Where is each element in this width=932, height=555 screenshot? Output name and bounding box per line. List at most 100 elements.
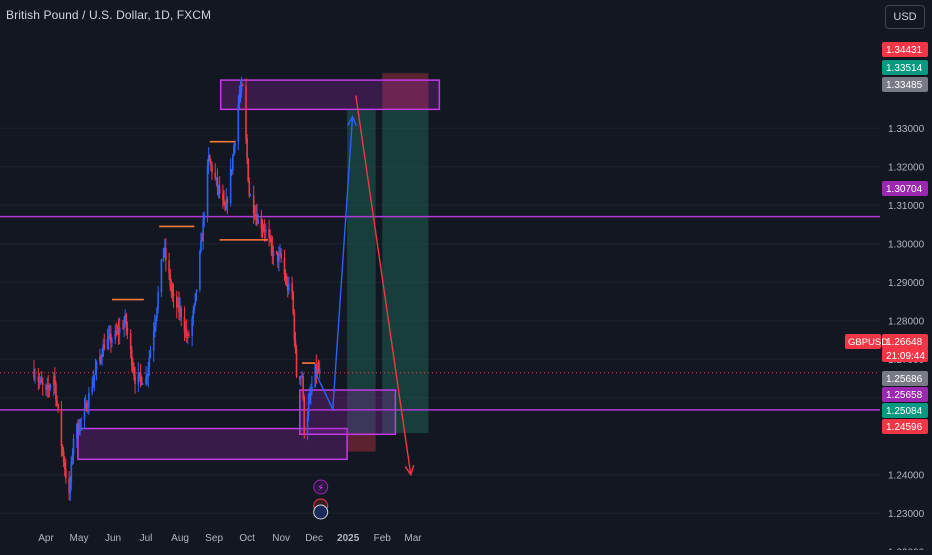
candle-body (180, 308, 182, 317)
candle-body (87, 407, 89, 412)
price-tag-label: 1.24596 (886, 422, 923, 433)
candle-body (210, 161, 212, 165)
candle-body (172, 293, 175, 297)
candle-body (134, 375, 136, 385)
candle-body (307, 402, 310, 416)
price-tag (882, 403, 928, 418)
candle-body (148, 357, 151, 368)
us-flag-icon[interactable] (313, 504, 329, 520)
candle-body (108, 333, 111, 336)
candle-body (237, 104, 240, 142)
candle-body (188, 334, 190, 336)
candle-body (268, 229, 270, 238)
candle-body (69, 482, 72, 493)
price-tag-label: 1.25686 (886, 374, 923, 385)
candle-body (39, 379, 42, 381)
time-tick-label: Mar (404, 533, 422, 544)
candle-body (91, 386, 93, 393)
candle-body (256, 215, 258, 224)
candle-body (157, 292, 159, 309)
price-tag (882, 419, 928, 434)
symbol-title[interactable]: British Pound / U.S. Dollar, 1D, FXCM (6, 8, 212, 22)
candle-body (171, 289, 174, 294)
candle-body (294, 339, 297, 350)
candle-body (195, 289, 198, 294)
candle-body (179, 308, 181, 312)
candle-body (156, 308, 158, 319)
candle-body (201, 240, 203, 242)
supply-demand-zone[interactable] (219, 79, 441, 111)
candle-body (194, 293, 197, 305)
candle-body (163, 247, 166, 249)
candle-body (216, 177, 219, 188)
candle-body (234, 141, 236, 147)
candle-body (317, 368, 320, 372)
candle-body (253, 213, 256, 217)
time-tick-label: Oct (239, 533, 255, 544)
candle-body (40, 379, 43, 383)
candle-body (315, 364, 318, 374)
bullish-projection-arrow[interactable] (315, 116, 354, 412)
candle-body (139, 372, 142, 378)
candle-body (41, 382, 44, 386)
candle-body (130, 349, 133, 366)
candle-body (310, 392, 312, 395)
candle-body (80, 418, 83, 421)
candle-body (278, 253, 280, 262)
price-tag (882, 60, 928, 75)
candle-body (147, 367, 150, 377)
candle-body (138, 372, 141, 374)
candle-body (178, 301, 180, 312)
candle-body (185, 329, 188, 337)
candle-body (222, 193, 224, 201)
lightning-glyph: ⚡ (317, 483, 324, 494)
candle-body (56, 400, 58, 405)
candle-body (214, 172, 217, 178)
price-tag (882, 371, 928, 386)
stop-zone[interactable] (382, 73, 429, 110)
candle-body (95, 362, 98, 370)
candle-body (85, 403, 88, 412)
candle-body (233, 146, 235, 156)
candle-body (279, 253, 281, 255)
target-zone[interactable] (382, 109, 429, 434)
candle-body (84, 403, 87, 408)
candle-body (117, 329, 120, 334)
price-tag (882, 387, 928, 402)
candle-body (272, 251, 275, 257)
candle-body (318, 368, 321, 372)
time-tick-label: Jul (140, 533, 153, 544)
candle-body (101, 356, 103, 358)
candle-body (241, 84, 244, 86)
price-tag (882, 77, 928, 92)
target-zone[interactable] (347, 109, 376, 434)
candle-body (125, 314, 128, 328)
candle-body (72, 438, 75, 455)
time-tick-label: Feb (374, 533, 392, 544)
candle-body (223, 200, 225, 204)
candle-body (301, 375, 303, 377)
candle-body (129, 333, 132, 350)
price-tick-label: 1.32000 (888, 163, 925, 174)
supply-demand-zone[interactable] (299, 389, 397, 436)
bearish-projection-arrow[interactable] (355, 95, 412, 475)
candle-body (161, 259, 164, 261)
bullish-projection-arrow-head (347, 115, 357, 127)
price-tag (882, 348, 928, 362)
candle-body (126, 327, 129, 334)
candle-body (71, 454, 74, 462)
candle-body (47, 385, 50, 388)
candle-body (286, 283, 289, 291)
candle-body (88, 392, 90, 408)
price-tick-label: 1.28000 (888, 317, 925, 328)
candle-body (202, 218, 204, 242)
currency-button[interactable]: USD (885, 5, 925, 29)
candle-body (257, 218, 259, 224)
stop-zone[interactable] (347, 433, 376, 452)
candle-body (65, 469, 67, 479)
candle-body (92, 380, 95, 387)
lightning-icon[interactable] (313, 479, 329, 495)
candle-body (211, 164, 213, 173)
